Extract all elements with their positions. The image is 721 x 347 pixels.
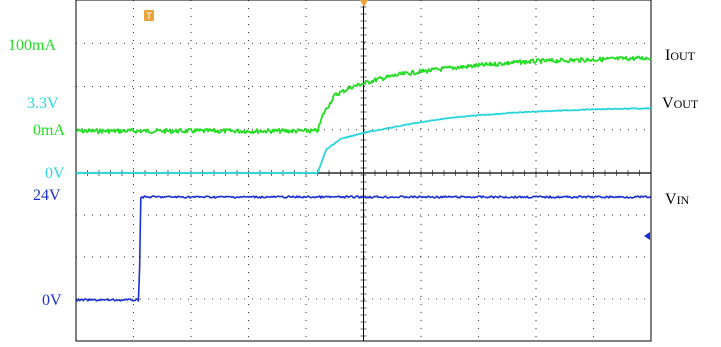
iout-name-main: I	[665, 47, 671, 64]
channel-ground-arrow-icon	[644, 232, 650, 240]
vin-name-sub: IN	[676, 193, 690, 207]
vin-level-label-0: 0V	[42, 292, 62, 309]
trace-vout	[75, 107, 652, 175]
trace-iout	[75, 55, 652, 135]
vin-name-main: V	[665, 191, 677, 208]
vout-channel-name: VOUT	[662, 96, 698, 112]
svg-text:T: T	[145, 12, 152, 22]
traces	[75, 55, 652, 302]
iout-name-sub: OUT	[670, 49, 695, 63]
grid	[75, 0, 652, 342]
vout-level-label-0: 0V	[45, 165, 65, 182]
vout-name-sub: OUT	[673, 97, 699, 111]
vout-name-main: V	[662, 95, 674, 112]
iout-level-label-100: 100mA	[8, 37, 56, 54]
trigger-level-marker	[360, 0, 368, 7]
iout-channel-name: IOUT	[665, 48, 695, 64]
vout-level-label-3v3: 3.3V	[27, 95, 59, 112]
trace-vin	[75, 195, 652, 302]
vin-level-label-24: 24V	[33, 187, 61, 204]
trigger-position-marker: T	[144, 10, 154, 22]
iout-level-label-0: 0mA	[33, 122, 65, 139]
vin-channel-name: VIN	[665, 192, 689, 208]
markers: T	[144, 0, 650, 240]
